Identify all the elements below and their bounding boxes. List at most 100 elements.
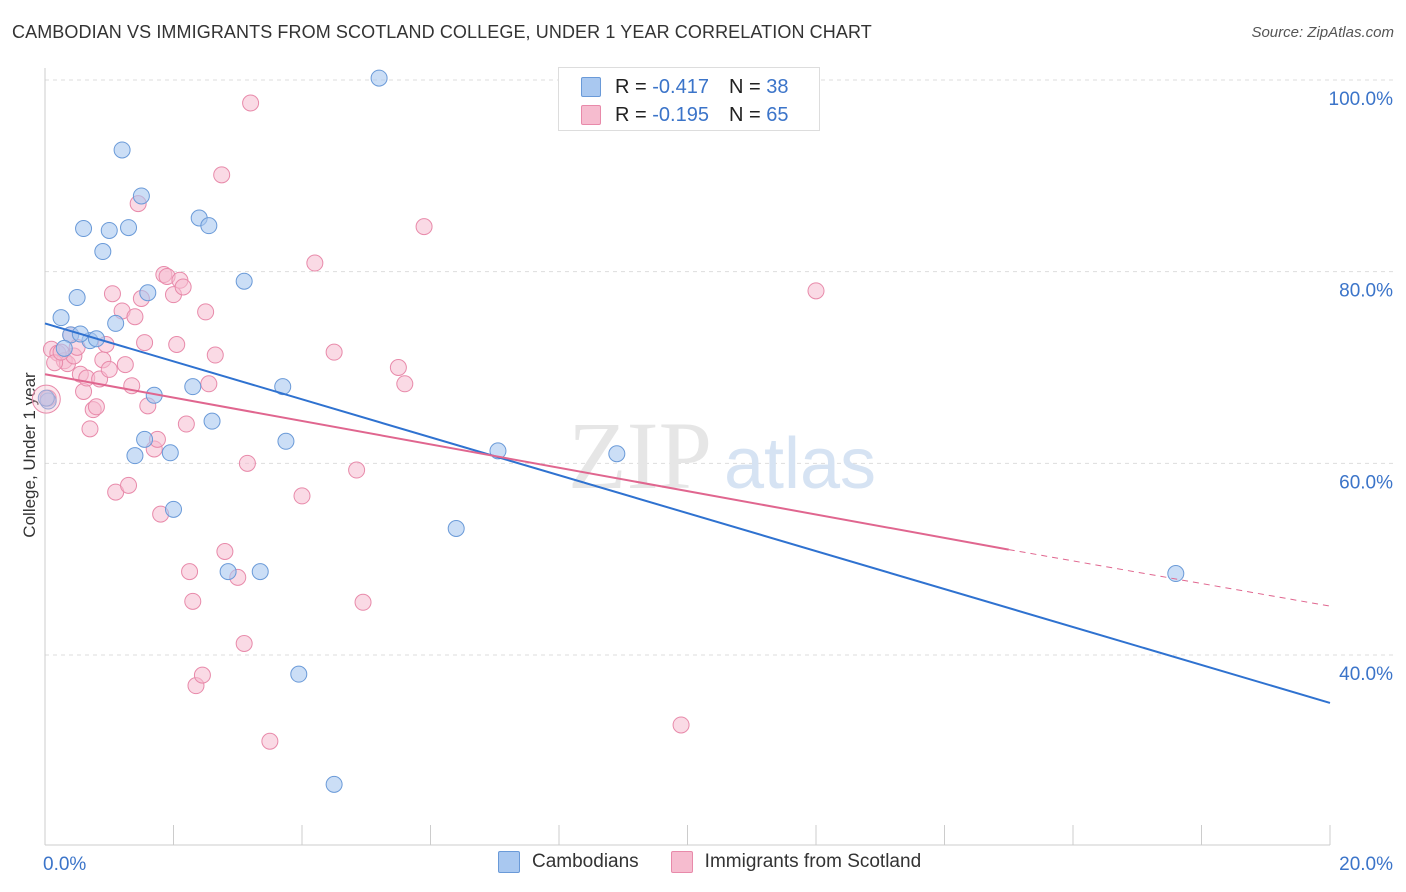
cambodian-point	[37, 389, 55, 407]
trend-lines	[44, 322, 1331, 704]
legend-item-scotland[interactable]: Immigrants from Scotland	[670, 851, 922, 873]
scotland-point	[216, 543, 234, 560]
axes	[44, 68, 1331, 846]
y-tick-label: 40.0%	[1339, 664, 1393, 685]
y-tick-label: 80.0%	[1339, 281, 1393, 302]
cambodian-point	[219, 563, 237, 581]
scotland-point	[238, 454, 256, 472]
scotland-point	[168, 336, 186, 353]
y-tick-label: 60.0%	[1339, 472, 1393, 493]
scotland-point	[184, 592, 202, 610]
cambodian-point	[75, 220, 93, 238]
watermark-atlas: atlas	[724, 424, 876, 504]
scotland-trend-line	[44, 373, 1009, 551]
scotland-point	[174, 278, 192, 296]
cambodian-point	[290, 665, 308, 683]
r-value: -0.195	[652, 103, 709, 126]
legend-swatch-blue	[498, 851, 520, 873]
scotland-point	[396, 375, 414, 393]
scotland-point	[116, 356, 134, 374]
r-label: R =	[615, 75, 647, 98]
r-label: R =	[615, 103, 647, 126]
series-legend: Cambodians Immigrants from Scotland	[498, 851, 953, 873]
cambodian-point	[325, 775, 343, 793]
scotland-point	[136, 334, 154, 352]
cambodian-point	[55, 339, 73, 357]
cambodian-point	[136, 430, 154, 448]
cambodian-point	[235, 272, 253, 290]
scotland-point	[415, 218, 433, 236]
cambodian-point	[126, 447, 144, 465]
scotland-point	[103, 285, 121, 303]
cambodian-point	[113, 141, 131, 159]
scotland-point	[100, 360, 118, 378]
scotland-point	[672, 716, 690, 734]
scotland-point	[206, 346, 224, 364]
cambodian-trend-line	[44, 322, 1331, 704]
cambodian-point	[52, 309, 70, 327]
scotland-point	[293, 487, 311, 505]
scotland-point	[200, 375, 218, 393]
r-value: -0.417	[652, 75, 709, 98]
scotland-point	[87, 398, 105, 416]
cambodian-point	[68, 289, 86, 307]
scotland-point	[213, 166, 231, 184]
n-value: 65	[766, 103, 789, 126]
scotland-point	[261, 732, 279, 750]
scotland-point	[389, 359, 407, 376]
cambodian-point	[370, 69, 388, 87]
cambodian-point	[94, 243, 112, 261]
chart-title: CAMBODIAN VS IMMIGRANTS FROM SCOTLAND CO…	[12, 22, 872, 42]
cambodian-point	[447, 520, 465, 537]
scotland-point	[348, 461, 366, 479]
cambodian-point	[139, 284, 157, 302]
scotland-point	[181, 563, 199, 581]
cambodian-point	[184, 378, 202, 396]
n-label: N =	[728, 103, 761, 126]
cambodian-point	[277, 432, 295, 450]
legend-swatch-blue	[581, 77, 601, 97]
data-points	[31, 69, 1185, 793]
scotland-point	[177, 415, 195, 433]
cambodian-point	[161, 444, 179, 462]
cambodian-point	[132, 187, 150, 205]
scotland-point	[354, 593, 372, 611]
scotland-point	[235, 635, 253, 652]
scotland-point	[325, 343, 343, 361]
cambodian-point	[200, 217, 218, 235]
legend-label: Immigrants from Scotland	[704, 851, 922, 872]
cambodian-point	[107, 314, 125, 332]
legend-swatch-pink	[581, 105, 601, 125]
scotland-point	[242, 94, 260, 112]
legend-swatch-pink	[670, 851, 693, 873]
source-label: Source: ZipAtlas.com	[1251, 24, 1394, 41]
legend-item-cambodians[interactable]: Cambodians	[498, 851, 639, 873]
legend-row-scotland: R = -0.195 N = 65	[559, 101, 788, 129]
scotland-point	[126, 308, 144, 326]
cambodian-point	[165, 500, 182, 518]
scotland-point	[120, 476, 138, 494]
legend-row-cambodians: R = -0.417 N = 38	[559, 73, 788, 101]
cambodian-point	[203, 412, 221, 430]
tick-labels: 100.0% 80.0% 60.0% 40.0% 0.0% 20.0%	[43, 89, 1393, 875]
cambodian-point	[251, 563, 269, 581]
n-label: N =	[728, 75, 761, 98]
scotland-point	[807, 282, 825, 300]
n-value: 38	[766, 75, 789, 98]
scotland-point	[306, 254, 324, 272]
legend-label: Cambodians	[532, 851, 639, 872]
y-tick-label: 100.0%	[1329, 89, 1394, 110]
cluster-point	[31, 384, 61, 414]
correlation-legend: R = -0.417 N = 38 R = -0.195 N = 65	[558, 67, 820, 131]
scotland-point	[81, 420, 99, 438]
cambodian-point	[120, 219, 138, 237]
cambodian-point	[1167, 565, 1185, 583]
grid-lines	[45, 79, 1395, 656]
scotland-point	[197, 303, 215, 321]
x-tick-label: 0.0%	[43, 854, 86, 875]
scotland-point	[193, 666, 211, 684]
x-tick-label: 20.0%	[1339, 854, 1393, 875]
cambodian-point	[608, 445, 626, 463]
cambodian-point	[100, 221, 118, 239]
